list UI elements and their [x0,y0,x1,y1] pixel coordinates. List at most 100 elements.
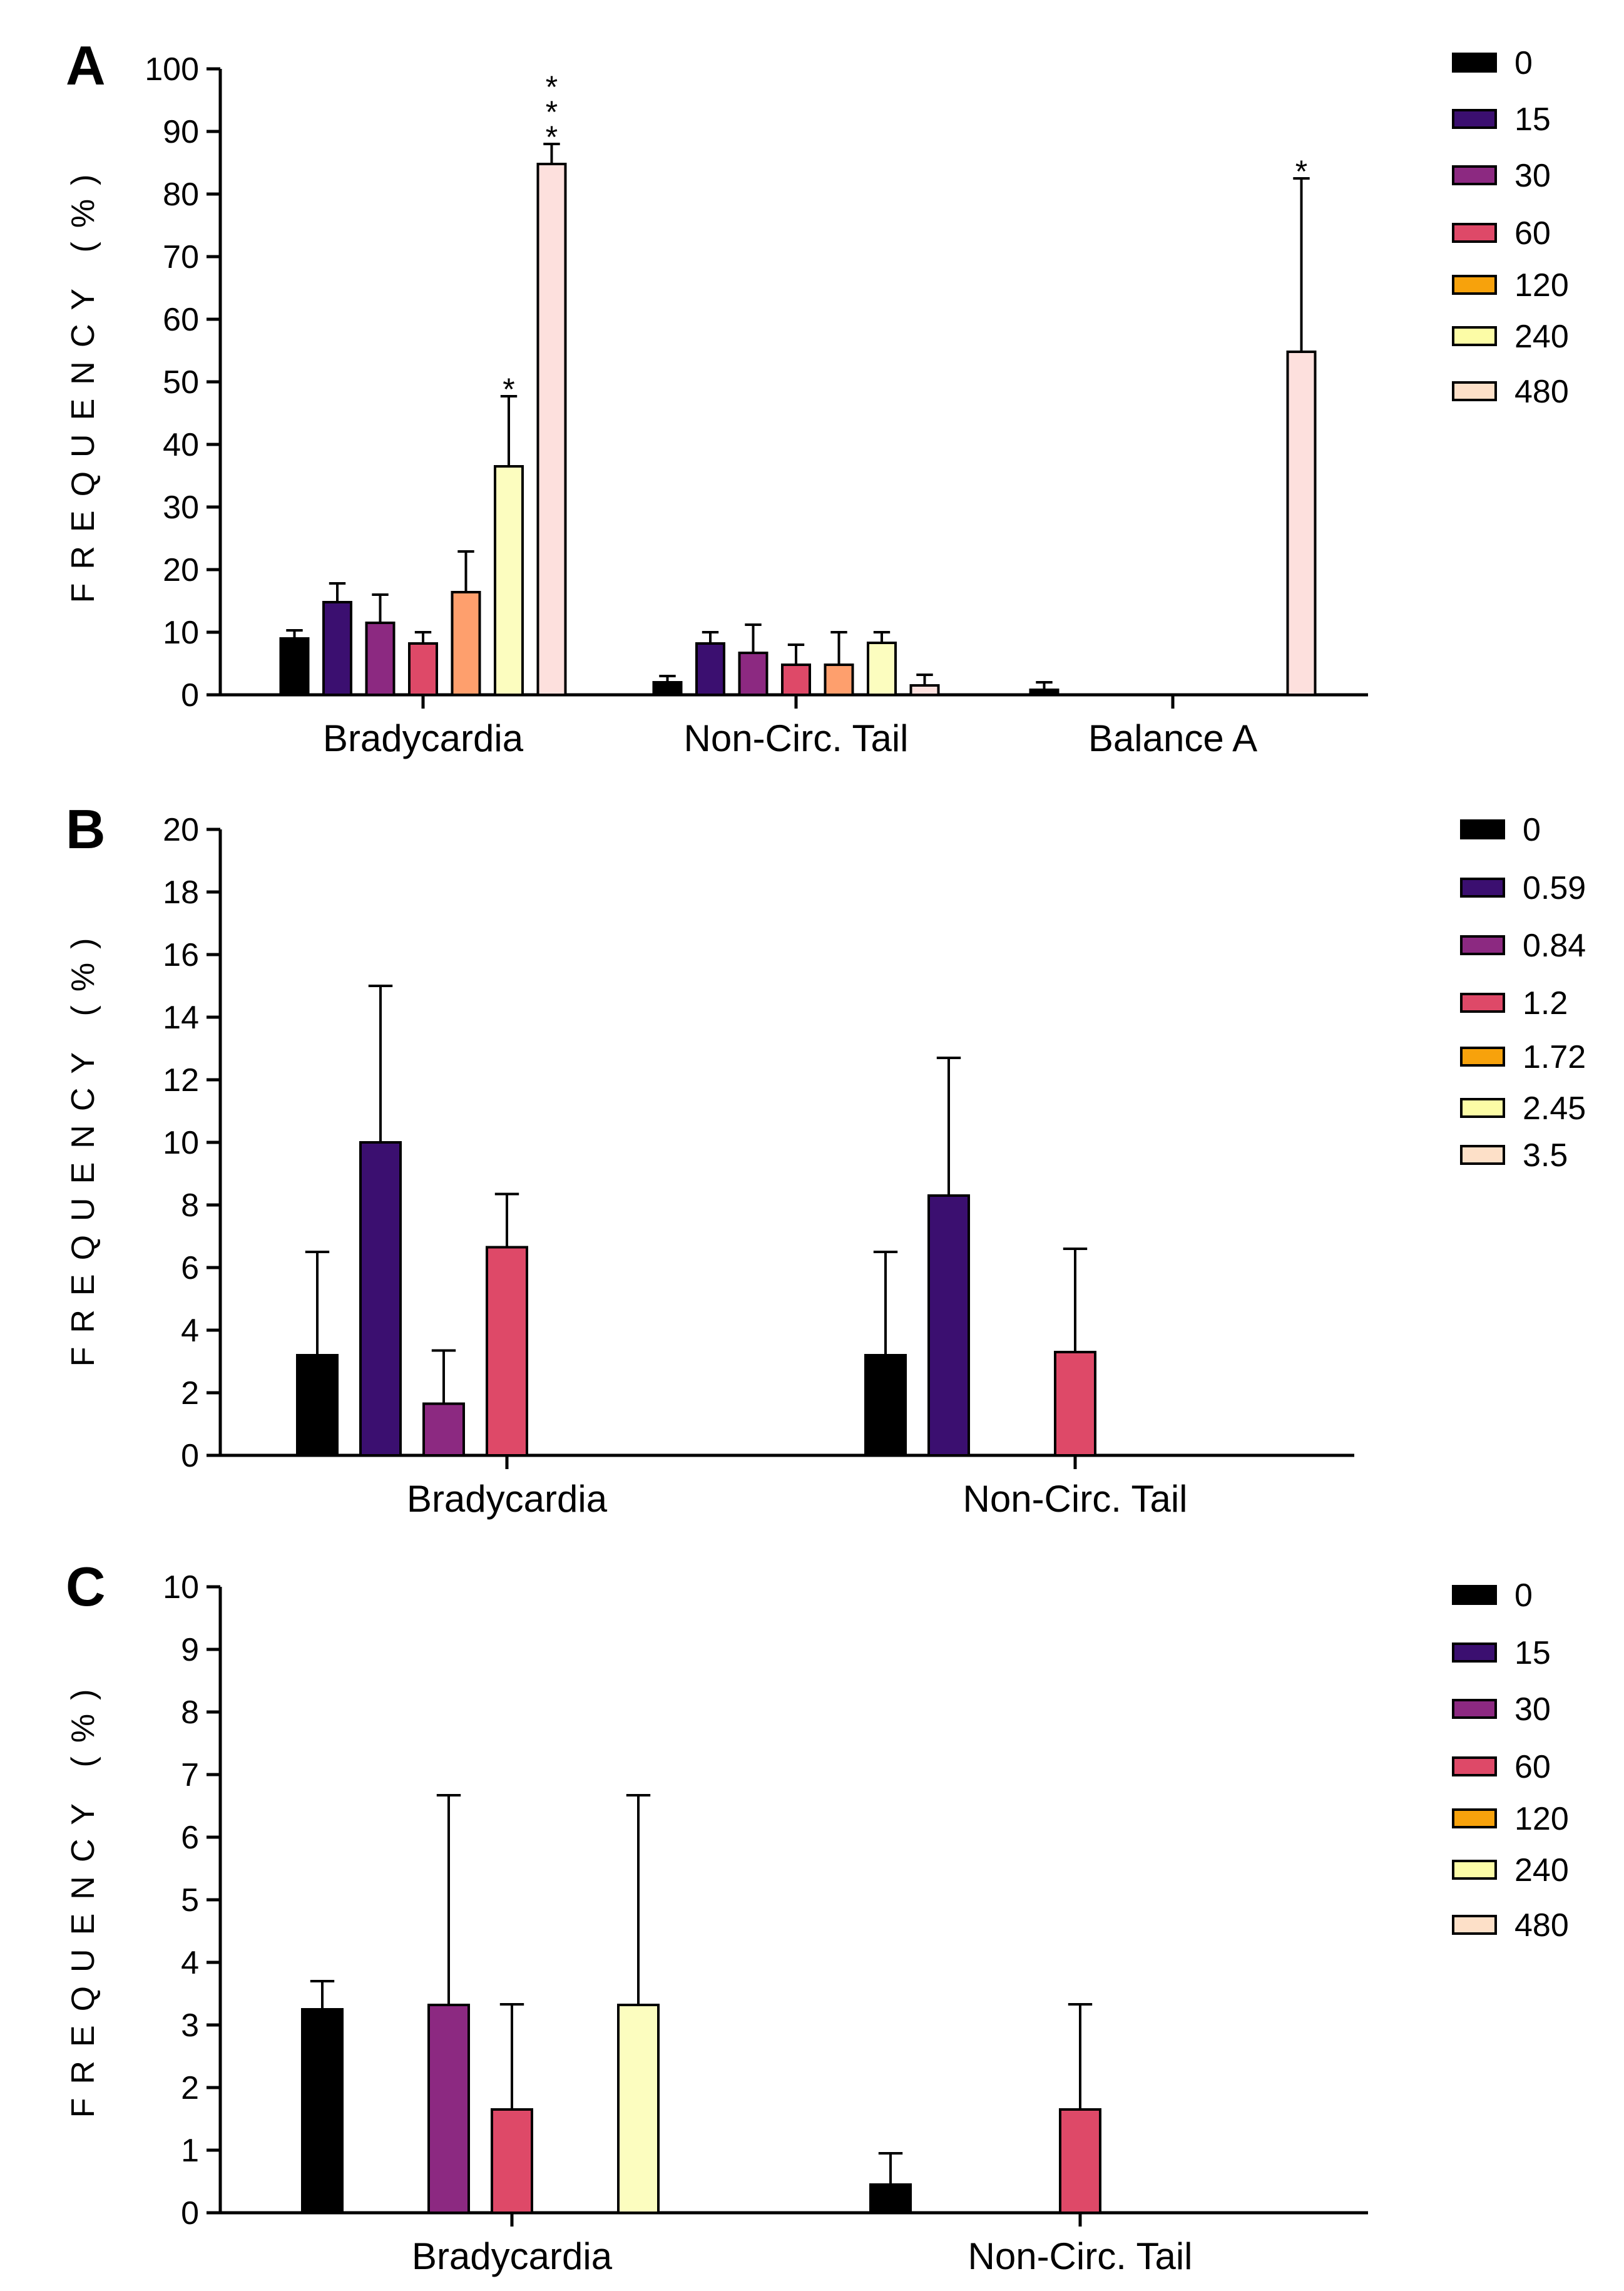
legend-swatch [1452,53,1497,73]
bar [652,681,683,696]
chart-panel-B: B FREQUENCY (%) 0 2 4 6 8 10 12 14 16 18 20 Bradycard… [65,798,1586,1520]
y-tick-label: 10 [163,615,199,651]
y-tick-label: 20 [163,812,199,848]
y-tick-label: 4 [181,1313,199,1349]
y-tick-label: 6 [181,1820,199,1856]
legend-swatch [1460,819,1505,839]
legend-swatch [1460,1145,1505,1165]
legend-label: 0 [1514,1577,1533,1614]
bar [617,2004,660,2214]
legend-swatch [1460,1047,1505,1067]
y-tick-label: 2 [181,2070,199,2106]
x-category-label: Balance A [1088,717,1257,759]
y-tick-label: 10 [163,1125,199,1161]
bar [909,684,940,696]
legend-swatch [1452,109,1497,129]
bar [301,2008,344,2214]
y-tick-label: 8 [181,1694,199,1731]
bar [869,2183,912,2214]
significance-marker: * [503,372,514,407]
legend-label: 120 [1514,267,1569,304]
bar [359,1141,402,1457]
legend-swatch [1460,935,1505,955]
bar [491,2108,533,2214]
bar [927,1194,970,1457]
legend-swatch [1452,326,1497,346]
significance-marker: * [546,95,558,130]
y-axis-label: FREQUENCY (%) [65,161,101,603]
bar [1286,351,1317,696]
y-tick-label: 40 [163,427,199,463]
bar [1029,689,1060,696]
panel-label: A [66,34,106,96]
bar [486,1246,528,1457]
legend-label: 240 [1514,319,1569,355]
legend-swatch [1452,1756,1497,1776]
legend-label: 240 [1514,1852,1569,1889]
x-category-label: Non-Circ. Tail [684,717,909,759]
x-category-label: Non-Circ. Tail [968,2235,1193,2277]
bar [296,1354,339,1457]
bar [427,2004,470,2214]
y-tick-label: 5 [181,1882,199,1919]
y-tick-label: 18 [163,874,199,911]
y-tick-label: 100 [145,51,199,88]
bar [738,652,769,696]
bar [867,642,897,696]
significance-marker: * [546,69,558,105]
y-tick-label: 14 [163,1000,199,1036]
bar [279,637,310,696]
y-tick-label: 8 [181,1187,199,1224]
bar [408,642,438,696]
y-axis-label: FREQUENCY (%) [65,925,101,1367]
bar [322,601,352,696]
y-tick-label: 80 [163,177,199,213]
chart-panel-A: A FREQUENCY (%) 0 10 20 30 40 50 60 70 80 90 100 Brad… [65,34,1569,759]
y-tick-label: 10 [163,1569,199,1606]
bar [864,1354,907,1457]
legend-swatch [1452,1860,1497,1880]
y-tick-label: 70 [163,239,199,275]
legend-label: 2.45 [1523,1090,1586,1127]
significance-marker: * [546,120,558,155]
y-axis-label: FREQUENCY (%) [65,1676,101,2118]
y-tick-label: 20 [163,552,199,588]
legend-label: 30 [1514,158,1551,194]
y-tick-label: 0 [181,677,199,714]
legend-label: 0 [1523,812,1541,848]
legend-swatch [1452,1643,1497,1663]
bar [365,622,396,696]
legend-label: 1.72 [1523,1039,1586,1075]
y-tick-label: 6 [181,1250,199,1286]
y-tick-label: 50 [163,364,199,401]
x-category-label: Bradycardia [412,2235,613,2277]
legend-label: 480 [1514,374,1569,410]
y-tick-label: 2 [181,1375,199,1412]
bar [494,465,524,696]
legend-label: 1.2 [1523,985,1568,1022]
y-tick-label: 3 [181,2007,199,2044]
bar [1054,1351,1096,1457]
legend-swatch [1452,1699,1497,1719]
legend-label: 0.84 [1523,928,1586,964]
legend-swatch [1452,223,1497,243]
panel-label: B [66,798,106,860]
legend-swatch [1460,878,1505,898]
bar [451,591,481,696]
legend-swatch [1460,993,1505,1013]
legend-swatch [1452,1915,1497,1935]
y-tick-label: 16 [163,937,199,973]
y-tick-label: 12 [163,1062,199,1099]
chart-panel-C: C FREQUENCY (%) 0 1 2 3 4 5 6 7 8 9 10 Bradycardia Non… [65,1556,1569,2277]
legend-label: 15 [1514,101,1551,138]
legend-swatch [1452,1585,1497,1605]
y-tick-label: 90 [163,114,199,150]
y-tick-label: 0 [181,2195,199,2232]
x-category-label: Bradycardia [407,1478,608,1520]
y-tick-label: 60 [163,302,199,338]
significance-marker: * [1295,154,1307,189]
bar [1059,2108,1101,2214]
y-tick-label: 1 [181,2133,199,2169]
legend-label: 120 [1514,1801,1569,1837]
